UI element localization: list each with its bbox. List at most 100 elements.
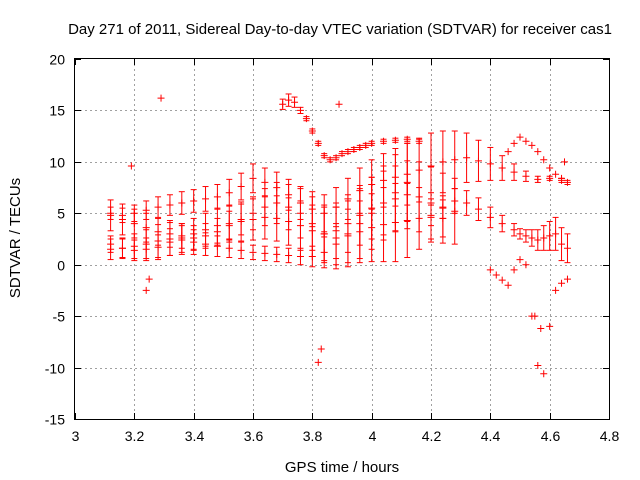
data-point — [350, 146, 358, 154]
data-point — [537, 324, 545, 332]
data-point — [522, 172, 530, 180]
data-point — [474, 157, 482, 165]
data-point — [403, 135, 411, 143]
data-point — [403, 178, 411, 186]
data-point — [534, 236, 542, 244]
data-point — [534, 362, 542, 370]
data-point — [380, 199, 388, 207]
data-point — [540, 234, 548, 242]
data-point — [427, 162, 435, 170]
data-point — [213, 228, 221, 236]
data-point — [558, 279, 566, 287]
data-point — [296, 252, 304, 260]
data-point — [463, 154, 471, 162]
data-point — [344, 148, 352, 156]
data-point — [320, 230, 328, 238]
data-point — [261, 203, 269, 211]
x-tick-label: 4.4 — [481, 428, 501, 444]
data-point — [439, 203, 447, 211]
data-point — [202, 232, 210, 240]
data-point — [202, 195, 210, 203]
data-point — [362, 141, 370, 149]
data-point — [237, 183, 245, 191]
y-tick-label: 10 — [49, 155, 65, 171]
data-point — [166, 230, 174, 238]
y-tick-label: 0 — [57, 258, 65, 274]
data-point — [558, 240, 566, 248]
data-point — [314, 358, 322, 366]
data-point — [190, 234, 198, 242]
data-point — [558, 174, 566, 182]
data-point — [356, 143, 364, 151]
x-tick-label: 4.8 — [600, 428, 620, 444]
data-point — [178, 199, 186, 207]
data-point — [107, 211, 115, 219]
y-tick-label: 20 — [49, 52, 65, 68]
data-point — [522, 232, 530, 240]
data-point — [391, 189, 399, 197]
data-point — [368, 209, 376, 217]
data-point — [510, 168, 518, 176]
y-tick-label: 5 — [57, 206, 65, 222]
data-point — [314, 139, 322, 147]
x-tick-label: 3.4 — [185, 428, 205, 444]
data-point — [332, 234, 340, 242]
data-point — [504, 148, 512, 156]
data-point — [531, 312, 539, 320]
data-point — [213, 193, 221, 201]
data-point — [486, 160, 494, 168]
data-point — [308, 220, 316, 228]
y-tick-label: -15 — [45, 412, 65, 428]
data-point — [510, 266, 518, 274]
y-tick-label: 15 — [49, 103, 65, 119]
data-point — [498, 164, 506, 172]
data-point — [249, 174, 257, 182]
data-point — [154, 203, 162, 211]
x-tick-label: 3 — [72, 428, 80, 444]
x-tick-label: 3.6 — [244, 428, 264, 444]
data-point — [451, 197, 459, 205]
x-axis-label: GPS time / hours — [285, 459, 399, 476]
data-point — [302, 115, 310, 123]
data-point — [308, 127, 316, 135]
x-tick-label: 3.2 — [125, 428, 145, 444]
data-point — [504, 281, 512, 289]
data-point — [540, 370, 548, 378]
data-point — [546, 322, 554, 330]
data-point — [486, 266, 494, 274]
data-point — [145, 275, 153, 283]
data-point — [237, 215, 245, 223]
data-point — [498, 276, 506, 284]
data-point — [563, 275, 571, 283]
data-point — [492, 271, 500, 279]
data-point — [166, 201, 174, 209]
data-point — [273, 250, 281, 258]
data-point — [308, 252, 316, 260]
series-track-g — [486, 256, 571, 378]
data-point — [415, 137, 423, 145]
x-tick-label: 3.8 — [303, 428, 323, 444]
data-point — [356, 220, 364, 228]
data-point — [279, 100, 287, 108]
data-point — [415, 166, 423, 174]
x-tick-label: 4.6 — [541, 428, 561, 444]
data-point — [142, 224, 150, 232]
data-point — [439, 158, 447, 166]
data-point — [130, 242, 138, 250]
data-point — [190, 197, 198, 205]
data-point — [118, 244, 126, 252]
series-track-e — [279, 93, 423, 164]
data-point — [463, 199, 471, 207]
data-point — [474, 205, 482, 213]
data-point — [486, 213, 494, 221]
data-point — [225, 189, 233, 197]
data-point — [561, 158, 568, 166]
data-point — [552, 170, 560, 178]
data-point — [273, 199, 281, 207]
data-point — [534, 175, 542, 183]
data-point — [391, 136, 399, 144]
data-point — [142, 286, 150, 294]
data-point — [317, 345, 325, 353]
gridlines — [75, 59, 609, 419]
data-point — [546, 174, 554, 182]
